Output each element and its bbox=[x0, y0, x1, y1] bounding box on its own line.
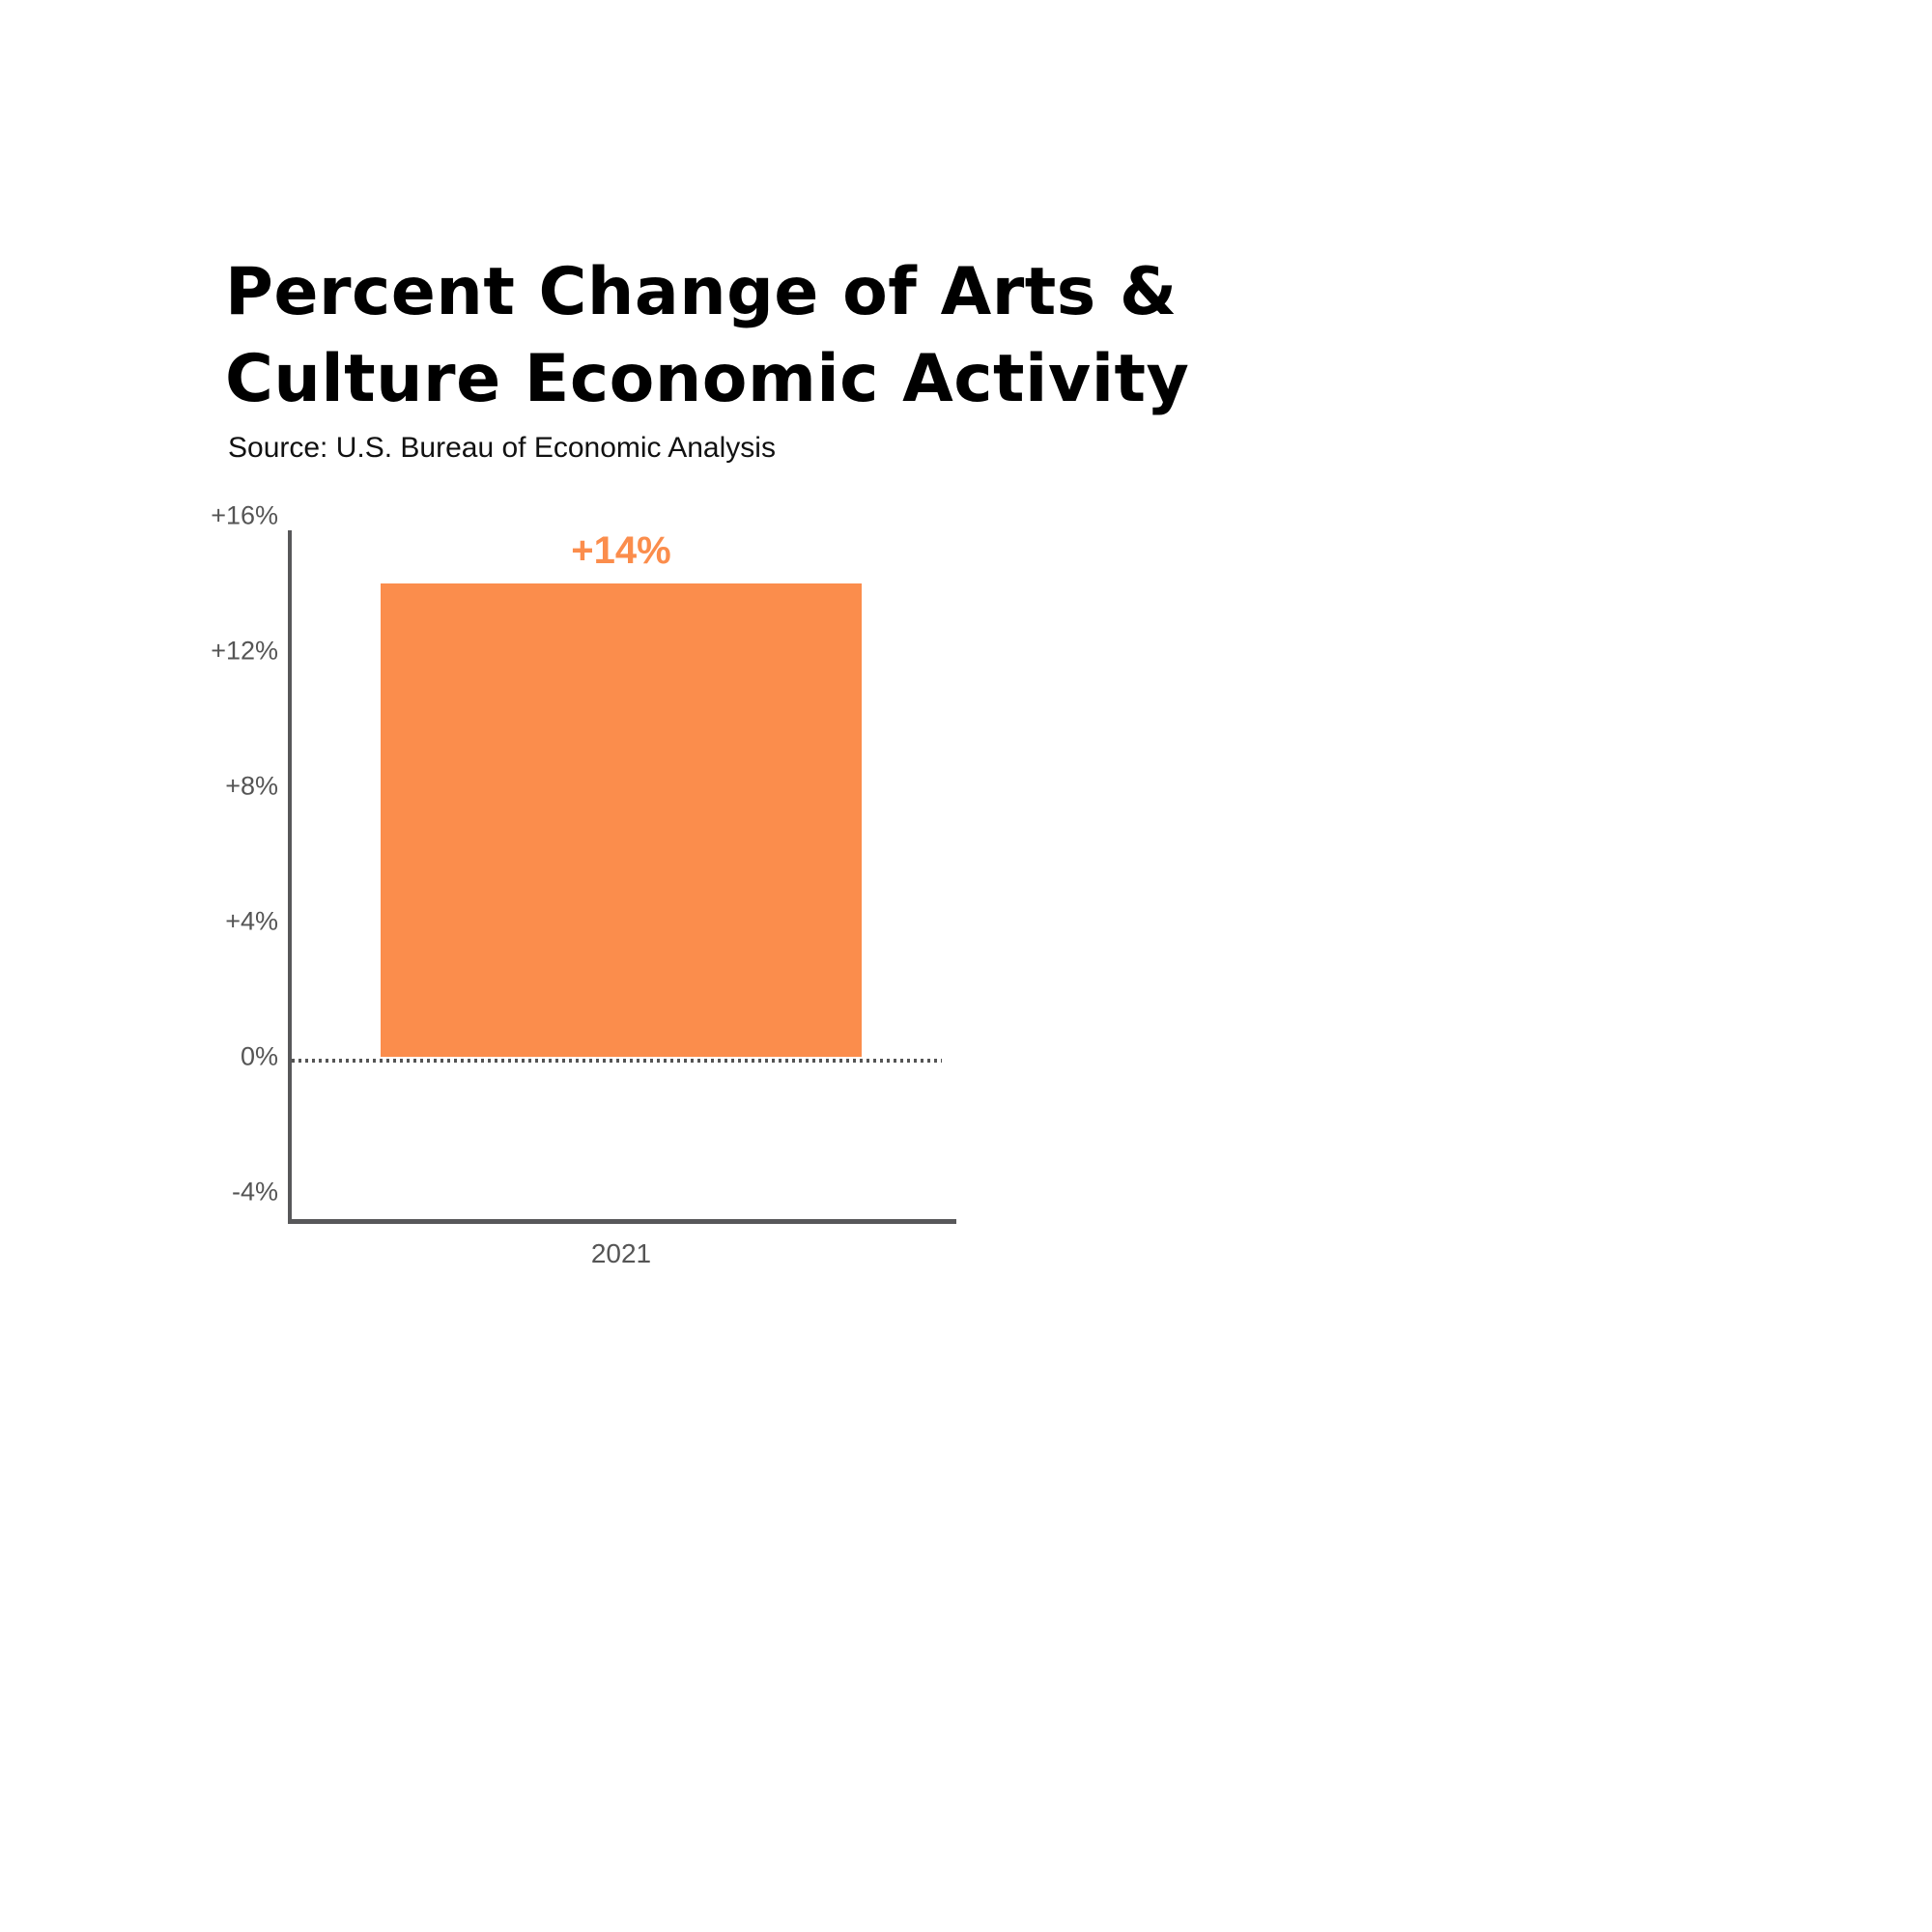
chart-title-line-1: Percent Change of Arts & bbox=[225, 254, 1178, 330]
zero-baseline-dotted-line bbox=[292, 1059, 942, 1063]
bar-2021 bbox=[381, 583, 862, 1057]
chart-title-line-2: Culture Economic Activity bbox=[225, 341, 1190, 417]
chart-title: Percent Change of Arts & Culture Economi… bbox=[225, 249, 1189, 423]
y-tick-label: -4% bbox=[231, 1177, 278, 1207]
y-tick-label: 0% bbox=[240, 1041, 278, 1071]
bar-value-label: +14% bbox=[571, 529, 671, 572]
y-tick-label: +12% bbox=[211, 636, 278, 666]
x-axis-category-label: 2021 bbox=[590, 1238, 652, 1268]
y-tick-label: +4% bbox=[225, 906, 278, 936]
y-tick-label: +8% bbox=[225, 771, 278, 801]
x-axis-line bbox=[288, 1219, 956, 1224]
chart-source-label: Source: U.S. Bureau of Economic Analysis bbox=[228, 432, 776, 464]
y-axis-line bbox=[288, 530, 292, 1224]
y-tick-label: +16% bbox=[211, 500, 278, 530]
